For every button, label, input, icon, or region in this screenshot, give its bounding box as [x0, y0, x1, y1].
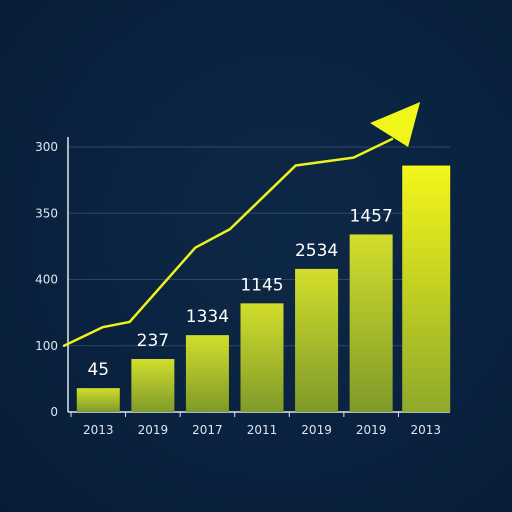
- y-tick-label: 300: [35, 140, 58, 154]
- bar: [185, 335, 229, 412]
- x-tick-label: 2019: [356, 423, 387, 437]
- labels: 0 100 400 350 300 2013 45 2019 237 2017 1334 2011 11…: [35, 140, 441, 437]
- trend-arrow-head: [370, 102, 421, 148]
- y-tick-label: 350: [35, 206, 58, 220]
- data-label: 2534: [295, 241, 338, 261]
- data-label: 237: [137, 331, 169, 351]
- bar: [131, 359, 175, 412]
- y-tick-label: 0: [50, 405, 58, 419]
- bar: [76, 388, 120, 412]
- bars: [76, 165, 451, 412]
- trend-line: [62, 137, 394, 347]
- x-tick-label: 2019: [301, 423, 332, 437]
- x-tick-label: 2017: [192, 423, 223, 437]
- bar: [402, 165, 451, 412]
- x-tick-label: 2013: [410, 423, 441, 437]
- data-label: 1334: [186, 307, 229, 327]
- data-label: 45: [87, 360, 109, 380]
- trend-line-group: [62, 102, 421, 347]
- y-tick-label: 100: [35, 339, 58, 353]
- x-tick-label: 2013: [83, 423, 114, 437]
- bar: [295, 268, 339, 412]
- x-tick-label: 2019: [138, 423, 169, 437]
- data-label: 1145: [240, 275, 283, 295]
- y-tick-label: 400: [35, 273, 58, 287]
- bar: [349, 234, 393, 412]
- x-tick-label: 2011: [247, 423, 278, 437]
- data-label: 1457: [350, 206, 393, 226]
- bar: [240, 303, 284, 412]
